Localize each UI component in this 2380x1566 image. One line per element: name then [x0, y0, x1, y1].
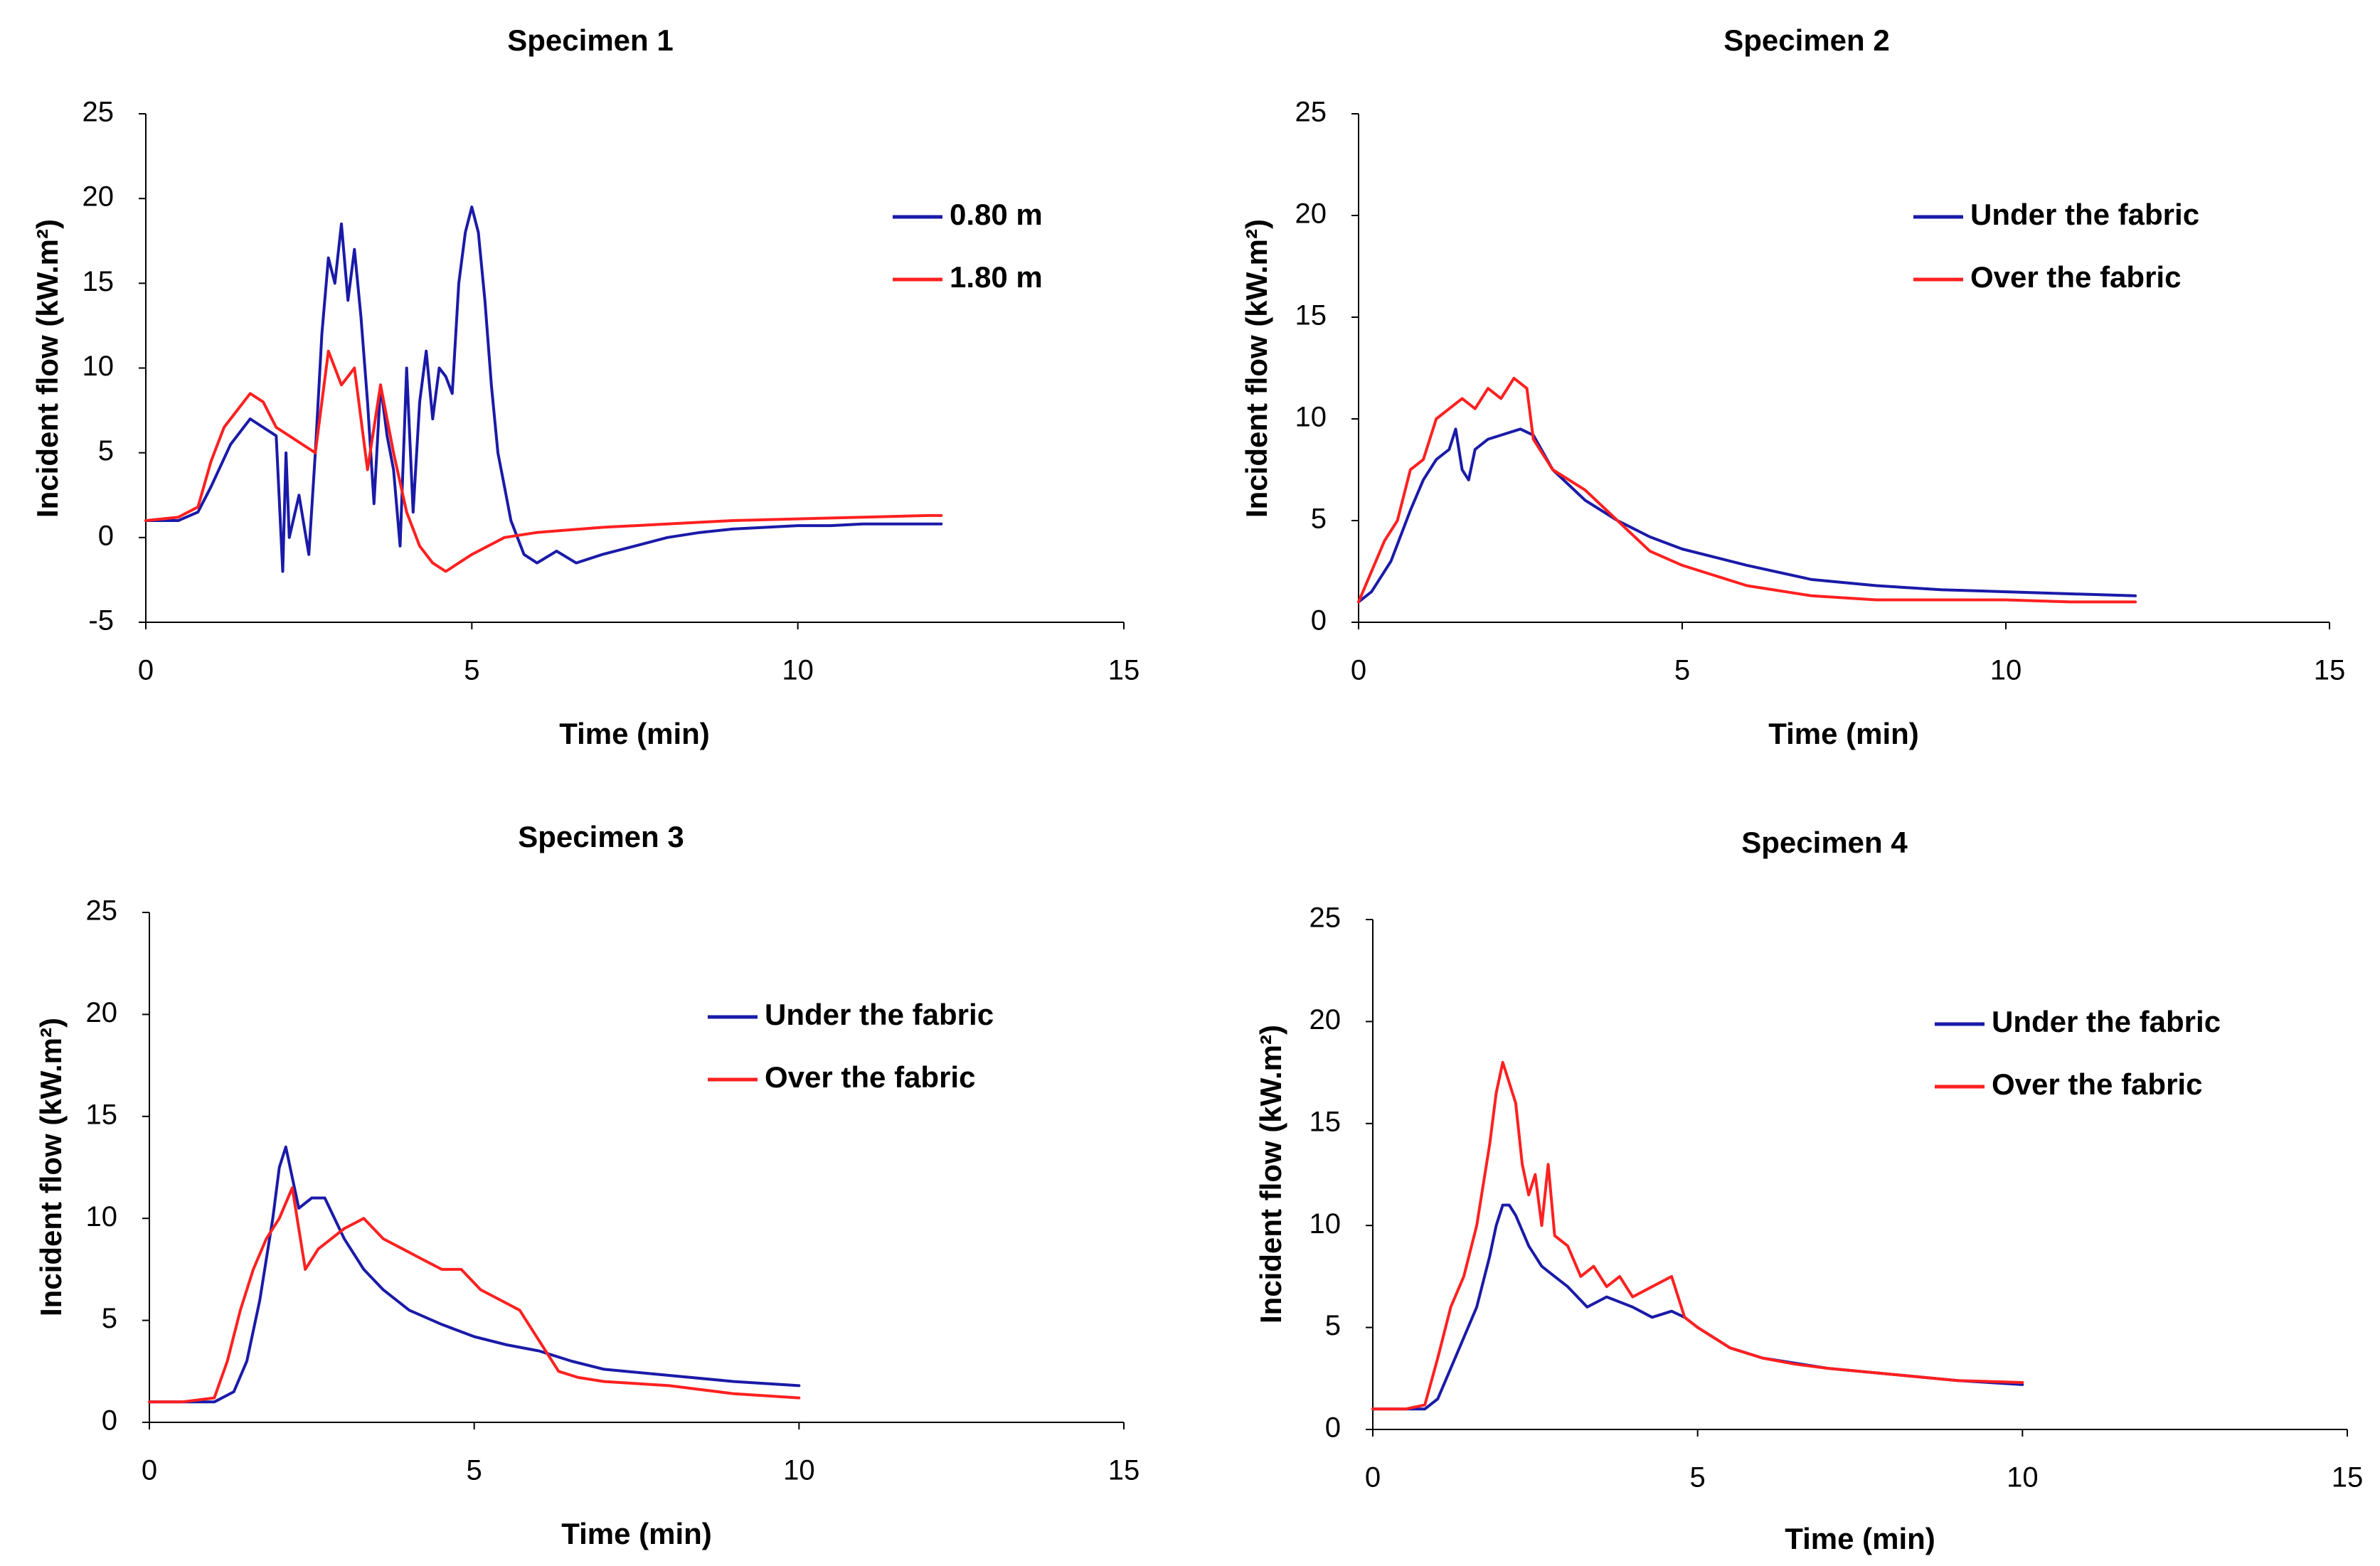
y-axis-title: Incident flow (kW.m²) — [1254, 1025, 1287, 1323]
chart-panel-3: Specimen 3 0 5 10 15 20 25 0 5 10 15 Time (min) Inci… — [34, 820, 1139, 1550]
series-line-1 — [148, 1145, 801, 1404]
y-tick-label: 15 — [1295, 300, 1327, 331]
legend-label: Under the fabric — [765, 998, 994, 1031]
legend-label: Under the fabric — [1992, 1005, 2221, 1038]
y-tick-label: 5 — [102, 1303, 117, 1334]
y-tick-label: 0 — [1311, 605, 1327, 636]
series-line-2 — [144, 349, 943, 573]
series-line-1 — [1357, 427, 2137, 604]
y-tick-label: 20 — [83, 181, 115, 213]
x-tick-label: 10 — [1990, 655, 2022, 686]
x-tick-label: 5 — [467, 1455, 482, 1486]
y-axis-title: Incident flow (kW.m²) — [31, 219, 64, 518]
y-tick-label: 0 — [102, 1405, 117, 1437]
chart-title: Specimen 2 — [1723, 23, 1889, 57]
x-tick-label: 5 — [464, 655, 479, 686]
series-line-2 — [1357, 376, 2137, 604]
y-tick-label: 25 — [86, 895, 118, 927]
chart-title: Specimen 3 — [518, 820, 684, 853]
y-tick-label: 20 — [86, 997, 118, 1028]
legend-label: Over the fabric — [1992, 1067, 2202, 1101]
legend-label: Over the fabric — [765, 1060, 975, 1094]
x-axis-title: Time (min) — [559, 717, 710, 750]
chart-title: Specimen 1 — [507, 23, 673, 57]
x-tick-label: 10 — [782, 655, 814, 686]
x-tick-label: 0 — [138, 655, 154, 686]
y-tick-label: 15 — [86, 1099, 118, 1130]
y-tick-label: 15 — [1309, 1106, 1342, 1137]
y-tick-label: 0 — [98, 520, 114, 551]
x-axis-title: Time (min) — [1785, 1522, 1935, 1555]
y-axis-title: Incident flow (kW.m²) — [34, 1018, 68, 1316]
x-tick-label: 15 — [2314, 655, 2346, 686]
x-tick-label: 0 — [1351, 655, 1366, 686]
x-tick-label: 15 — [1108, 1455, 1140, 1486]
y-tick-label: 10 — [83, 351, 115, 382]
y-tick-label: 20 — [1295, 198, 1327, 230]
y-tick-label: 25 — [83, 97, 115, 128]
legend-label: Over the fabric — [1970, 260, 2181, 294]
x-tick-label: 15 — [1108, 655, 1140, 686]
x-tick-label: 5 — [1674, 655, 1690, 686]
legend-label: Under the fabric — [1970, 198, 2199, 231]
series-line-2 — [1371, 1060, 2024, 1411]
x-tick-label: 10 — [783, 1455, 815, 1486]
y-axis-title: Incident flow (kW.m²) — [1240, 219, 1273, 518]
y-tick-label: 5 — [98, 435, 114, 467]
chart-panel-1: Specimen 1 -5 0 5 10 15 20 25 0 5 10 15 Time (min) In… — [31, 23, 1139, 750]
x-tick-label: 10 — [2007, 1462, 2039, 1493]
x-axis-title: Time (min) — [1768, 717, 1919, 750]
y-tick-label: -5 — [88, 605, 114, 636]
y-tick-label: 25 — [1295, 97, 1327, 128]
y-tick-label: 10 — [1295, 402, 1327, 433]
y-tick-label: 10 — [86, 1201, 118, 1232]
y-tick-label: 20 — [1309, 1004, 1342, 1035]
x-axis-title: Time (min) — [561, 1517, 712, 1550]
chart-panel-2: Specimen 2 0 5 10 15 20 25 0 5 10 15 Time (min) Inci… — [1240, 23, 2345, 750]
y-tick-label: 0 — [1325, 1412, 1341, 1444]
x-tick-label: 0 — [1365, 1462, 1381, 1493]
y-tick-label: 5 — [1325, 1310, 1341, 1341]
x-tick-label: 0 — [142, 1455, 157, 1486]
chart-panel-4: Specimen 4 0 5 10 15 20 25 0 5 10 15 Time (min) Inci… — [1254, 826, 2363, 1555]
y-tick-label: 25 — [1309, 902, 1342, 934]
x-tick-label: 5 — [1690, 1462, 1706, 1493]
chart-title: Specimen 4 — [1741, 826, 1908, 859]
x-tick-label: 15 — [2332, 1462, 2364, 1493]
legend-label: 1.80 m — [950, 260, 1043, 294]
legend-label: 0.80 m — [950, 198, 1043, 231]
y-tick-label: 5 — [1311, 504, 1327, 535]
y-tick-label: 15 — [83, 266, 115, 297]
series-line-2 — [148, 1186, 801, 1404]
series-line-1 — [144, 206, 943, 573]
y-tick-label: 10 — [1309, 1208, 1342, 1240]
